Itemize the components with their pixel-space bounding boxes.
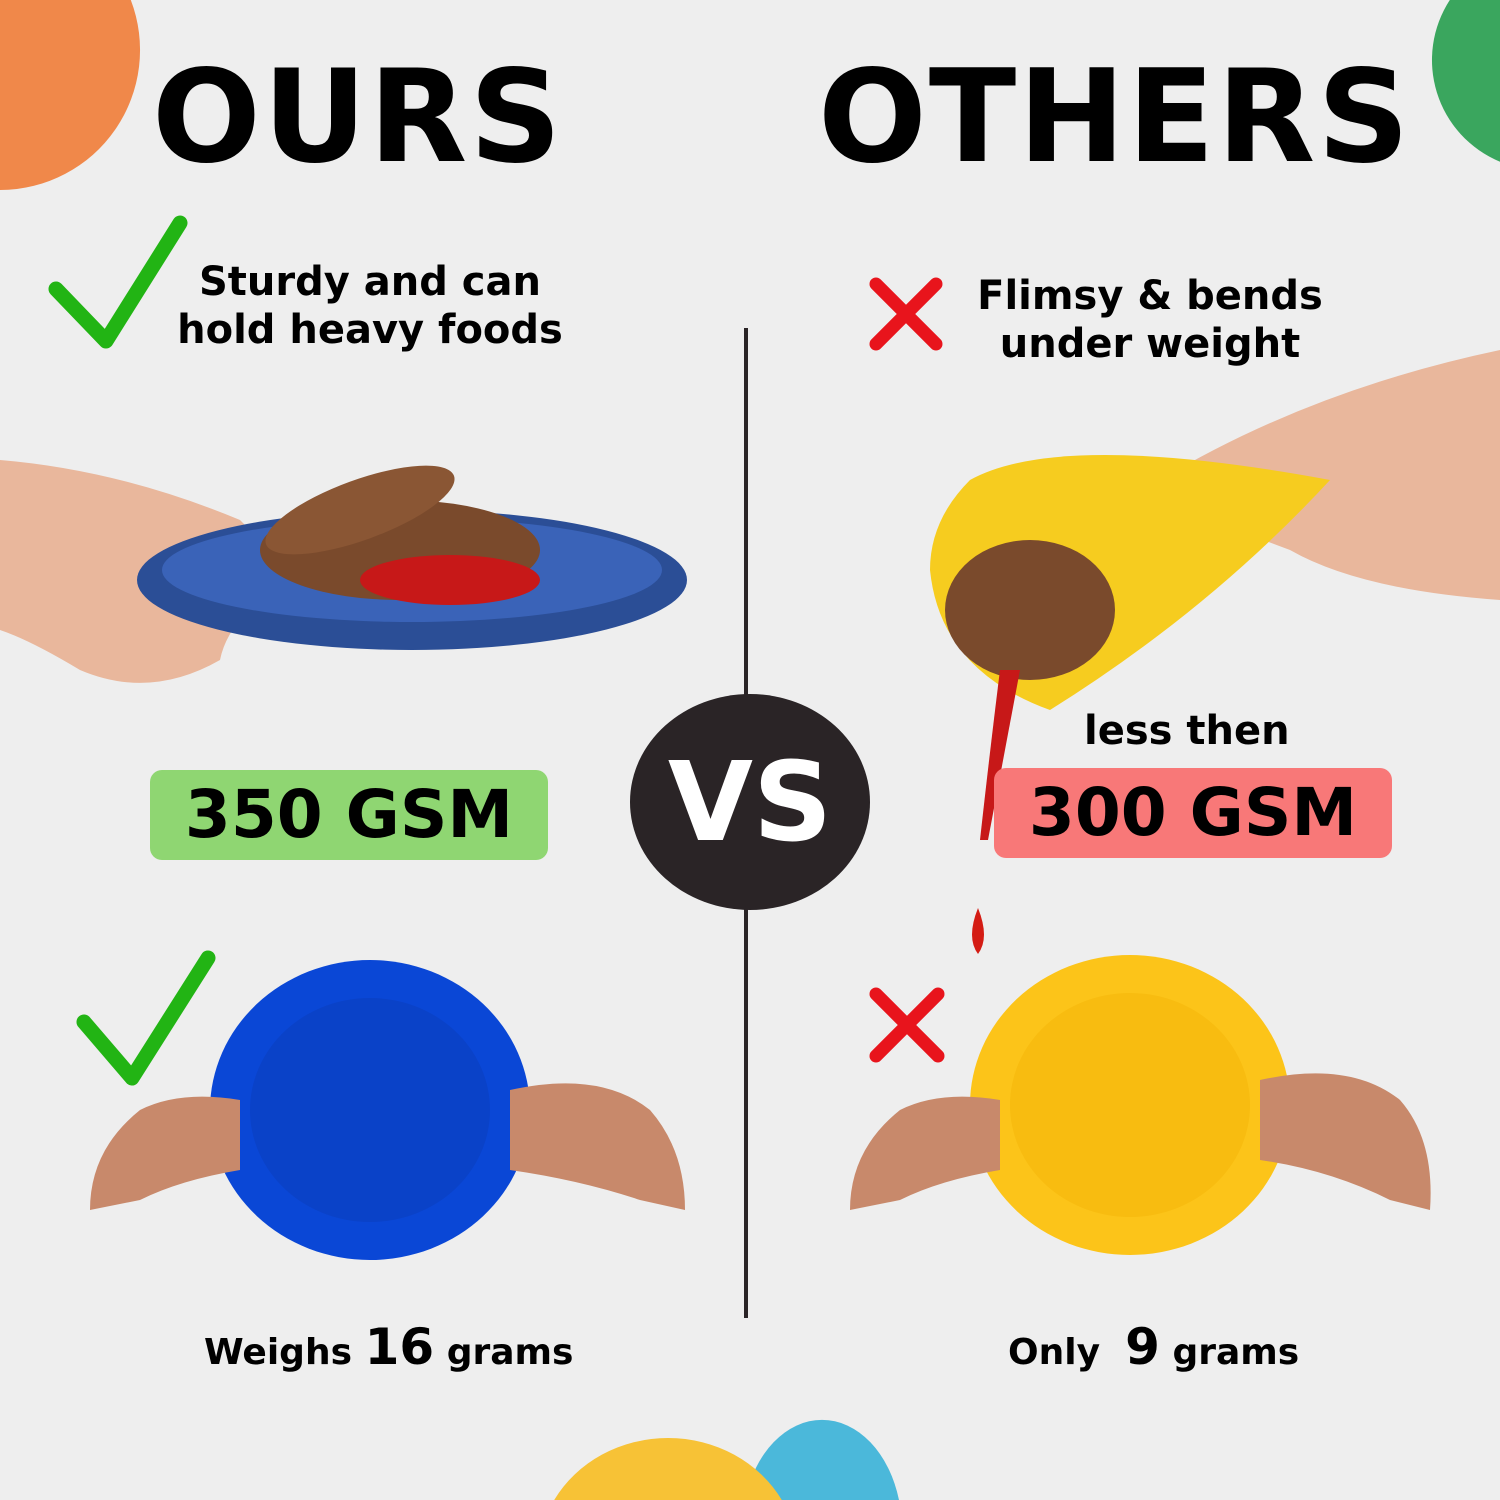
others-weight-prefix: Only bbox=[1008, 1332, 1101, 1373]
others-gsm-prefix: less then bbox=[1084, 708, 1290, 754]
others-claim-line1: Flimsy & bends bbox=[977, 273, 1323, 319]
others-gsm-badge: 300 GSM bbox=[994, 768, 1392, 858]
ours-weight-prefix: Weighs bbox=[204, 1332, 353, 1373]
cross-icon bbox=[869, 987, 945, 1063]
ours-claim-line2: hold heavy foods bbox=[177, 307, 563, 353]
others-bending-plate-image bbox=[930, 350, 1500, 840]
ours-weight-value: 16 bbox=[364, 1318, 435, 1376]
ours-title: OURS bbox=[152, 43, 564, 192]
check-icon bbox=[76, 950, 216, 1086]
ours-claim-line1: Sturdy and can bbox=[199, 259, 541, 305]
vs-label: VS bbox=[667, 738, 833, 866]
ours-blue-plate-image bbox=[90, 960, 685, 1260]
green-decor-circle bbox=[1431, 0, 1500, 162]
vs-badge: VS bbox=[630, 694, 870, 910]
ketchup-drop-icon bbox=[972, 908, 984, 954]
others-claim-line2: under weight bbox=[999, 321, 1301, 367]
others-weight-value: 9 bbox=[1125, 1318, 1160, 1376]
ours-gsm-badge: 350 GSM bbox=[150, 770, 548, 860]
ours-claim: Sturdy and can hold heavy foods bbox=[160, 258, 580, 354]
cross-icon bbox=[869, 277, 943, 351]
yellow-decor-circle bbox=[554, 1438, 782, 1500]
blue-decor-circle bbox=[745, 1419, 899, 1500]
others-weight: Only 9 grams bbox=[1008, 1318, 1299, 1376]
check-icon bbox=[48, 215, 188, 349]
others-title: OTHERS bbox=[818, 43, 1412, 192]
ours-weight-unit: grams bbox=[446, 1332, 574, 1373]
others-claim: Flimsy & bends under weight bbox=[950, 272, 1350, 368]
others-weight-unit: grams bbox=[1172, 1332, 1300, 1373]
orange-decor-circle bbox=[0, 0, 141, 190]
ours-plate-with-food-image bbox=[0, 460, 687, 683]
others-yellow-plate-image bbox=[850, 955, 1431, 1255]
ours-weight: Weighs 16 grams bbox=[204, 1318, 573, 1376]
